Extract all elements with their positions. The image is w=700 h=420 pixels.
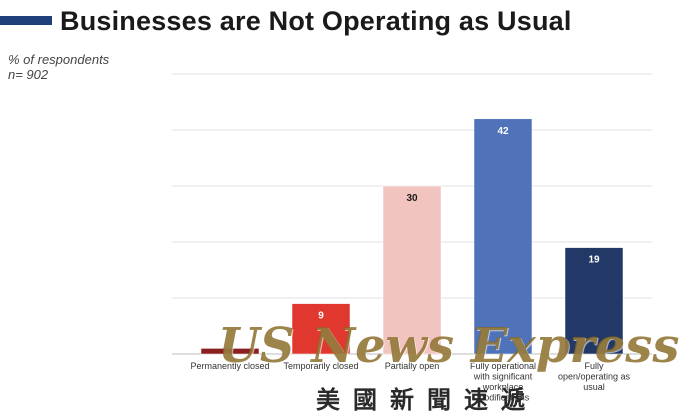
subtitle-units: % of respondents — [8, 52, 110, 67]
x-tick-label: workplace — [482, 382, 524, 392]
chart-title: Businesses are Not Operating as Usual — [60, 6, 572, 36]
data-label: 42 — [497, 126, 509, 137]
x-tick-label: usual — [583, 382, 605, 392]
bar — [291, 303, 351, 355]
watermark-english: US News Express — [218, 318, 680, 374]
x-tick-label: Permanently closed — [190, 361, 269, 371]
watermark-chinese: 美國新聞速遞 — [316, 385, 538, 414]
chart-subtitle: % of respondents n= 902 — [8, 52, 109, 82]
subtitle-sample-size: n= 902 — [8, 67, 49, 82]
bar — [564, 247, 624, 355]
x-tick-label: Fully — [584, 361, 604, 371]
x-tick-label: with significant — [473, 372, 533, 382]
x-tick-label: Partially open — [385, 361, 440, 371]
bar — [200, 348, 260, 355]
bar — [473, 118, 533, 355]
x-tick-label: Fully operational — [470, 361, 536, 371]
data-label: 9 — [318, 311, 324, 322]
data-label: 19 — [588, 255, 600, 266]
x-tick-label: Temporarily closed — [283, 361, 358, 371]
title-accent-bar — [0, 16, 52, 25]
x-tick-label: open/operating as — [558, 372, 631, 382]
x-tick-label: modifications — [477, 393, 530, 403]
bar — [382, 185, 442, 355]
data-label: 30 — [406, 193, 418, 204]
